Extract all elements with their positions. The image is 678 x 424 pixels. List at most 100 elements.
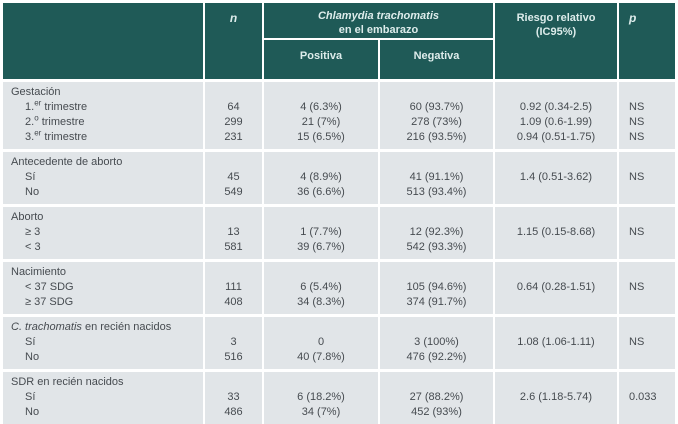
row-label: < 37 SDG [3,280,203,295]
section-title-text: Antecedente de aborto [11,156,123,168]
row-label-pre: < 3 [25,241,41,253]
cell-p: NS [617,225,675,240]
filler-cell [262,82,378,100]
header-blank-cell [3,3,203,79]
section-antecedente-aborto: Antecedente de aborto Sí 45 4 (8.9%) 41 … [3,152,675,204]
filler-cell [378,82,493,100]
cell-p [617,240,675,259]
cell-positiva: 0 [262,335,378,350]
cell-positiva: 36 (6.6%) [262,185,378,204]
cell-p: NS [617,100,675,115]
header-chlamydia-species: Chlamydia trachomatis [317,10,440,22]
cell-positiva: 4 (6.3%) [262,100,378,115]
cell-riesgo [493,350,617,369]
cell-positiva: 34 (8.3%) [262,295,378,314]
cell-negativa: 60 (93.7%) [378,100,493,115]
cell-positiva: 6 (5.4%) [262,280,378,295]
filler-cell [493,207,617,225]
cell-riesgo: 1.08 (1.06-1.11) [493,335,617,350]
section-title: Nacimiento [3,262,203,280]
row-label: < 3 [3,240,203,259]
cell-positiva: 21 (7%) [262,115,378,130]
section-title: Aborto [3,207,203,225]
cell-p: NS [617,170,675,185]
row-label: No [3,350,203,369]
cell-positiva: 15 (6.5%) [262,130,378,149]
row-label-sup: er [34,98,42,108]
header-n: n [203,3,262,79]
cell-n: 33 [203,390,262,405]
cell-p: NS [617,130,675,149]
filler-cell [493,262,617,280]
section-title-text: SDR en recién nacidos [11,376,124,388]
row-label-sup: er [34,128,42,138]
filler-cell [617,372,675,390]
cell-n: 581 [203,240,262,259]
cell-negativa: 41 (91.1%) [378,170,493,185]
cell-positiva: 4 (8.9%) [262,170,378,185]
filler-cell [262,207,378,225]
section-title-text: Gestación [11,86,61,98]
section-title-text: Nacimiento [11,266,67,278]
row-label-pre: Sí [25,336,36,348]
filler-cell [617,262,675,280]
row-label-pre: No [25,186,40,198]
header-riesgo-line1: Riesgo relativo [516,12,596,24]
row-label-pre: Sí [25,391,36,403]
section-title-species: C. trachomatis [11,321,82,333]
section-title: Antecedente de aborto [3,152,203,170]
section-ct-recien-nacidos: C. trachomatis en recién nacidos Sí 3 0 … [3,317,675,369]
cell-n: 3 [203,335,262,350]
row-label: No [3,185,203,204]
cell-positiva: 6 (18.2%) [262,390,378,405]
row-label: ≥ 37 SDG [3,295,203,314]
row-label-pre: No [25,351,40,363]
filler-cell [378,152,493,170]
cell-p: NS [617,280,675,295]
filler-cell [378,207,493,225]
row-label-rest: trimestre [41,101,88,113]
row-label-rest: trimestre [41,131,88,143]
cell-positiva: 1 (7.7%) [262,225,378,240]
row-label-pre: ≥ 3 [25,226,41,238]
filler-cell [203,152,262,170]
cell-riesgo [493,295,617,314]
row-label-pre: No [25,406,40,418]
filler-cell [203,262,262,280]
cell-negativa: 542 (93.3%) [378,240,493,259]
row-label: Sí [3,170,203,185]
cell-n: 45 [203,170,262,185]
header-positiva: Positiva [262,40,378,79]
filler-cell [203,372,262,390]
cell-n: 549 [203,185,262,204]
row-label-pre: 1. [25,101,35,113]
filler-cell [203,82,262,100]
section-title: Gestación [3,82,203,100]
header-chlamydia-line2: en el embarazo [338,24,419,36]
cell-n: 516 [203,350,262,369]
header-riesgo: Riesgo relativo (IC95%) [493,3,617,79]
row-label-pre: < 37 SDG [25,281,74,293]
section-title-text: Aborto [11,211,44,223]
section-aborto: Aborto ≥ 3 13 1 (7.7%) 12 (92.3%) 1.15 (… [3,207,675,259]
cell-negativa: 27 (88.2%) [378,390,493,405]
filler-cell [262,262,378,280]
filler-cell [262,317,378,335]
row-label-pre: Sí [25,171,36,183]
section-nacimiento: Nacimiento < 37 SDG 111 6 (5.4%) 105 (94… [3,262,675,314]
row-label: ≥ 3 [3,225,203,240]
filler-cell [378,262,493,280]
filler-cell [203,207,262,225]
cell-riesgo: 0.64 (0.28-1.51) [493,280,617,295]
cell-p: NS [617,115,675,130]
filler-cell [378,372,493,390]
filler-cell [262,372,378,390]
row-label: Sí [3,390,203,405]
header-negativa: Negativa [378,40,493,79]
cell-n: 13 [203,225,262,240]
cell-negativa: 216 (93.5%) [378,130,493,149]
filler-cell [262,152,378,170]
filler-cell [203,317,262,335]
cell-negativa: 278 (73%) [378,115,493,130]
